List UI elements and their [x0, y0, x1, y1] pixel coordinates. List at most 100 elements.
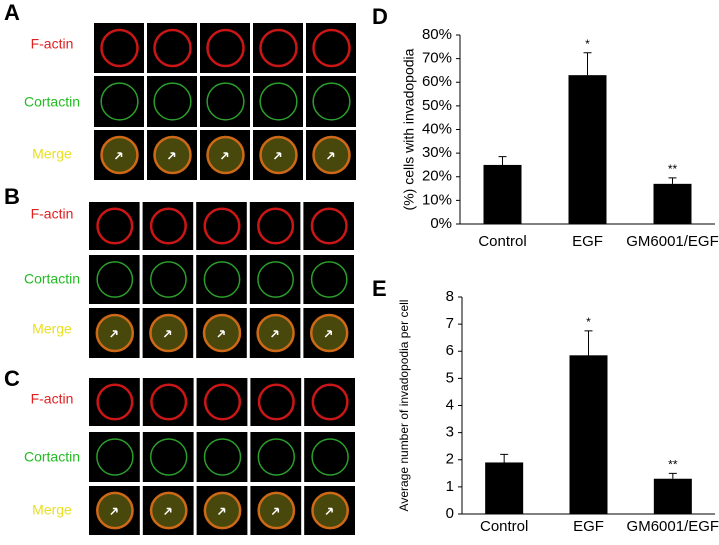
y-tick-label: 4: [446, 396, 454, 413]
cell-ring: [206, 135, 245, 175]
cell-ring: [309, 313, 349, 353]
y-tick-label: 20%: [422, 168, 452, 185]
bar: [653, 183, 692, 224]
panel-letter: E: [372, 276, 387, 301]
x-tick-label: Control: [480, 518, 528, 535]
cell-ring: [100, 82, 139, 121]
y-tick-label: 10%: [422, 191, 452, 208]
y-tick-label: 80%: [422, 26, 452, 43]
micrograph: [94, 76, 144, 127]
cell-ring: [311, 438, 349, 476]
panel-letter: C: [4, 366, 20, 391]
bar: [653, 478, 692, 514]
cell-ring: [153, 135, 192, 175]
micrograph: [147, 76, 197, 127]
cell-ring: [202, 313, 242, 353]
micrograph: [253, 76, 303, 127]
y-tick-label: 8: [446, 288, 454, 305]
significance: *: [585, 37, 590, 51]
y-tick-label: 70%: [422, 50, 452, 67]
cell-ring: [149, 207, 187, 245]
arrow: [325, 507, 333, 516]
cell-ring: [312, 82, 351, 121]
cell-ring: [206, 82, 245, 121]
micrograph: [306, 76, 356, 127]
cell-ring: [96, 383, 134, 421]
y-tick-label: 7: [446, 315, 454, 332]
cell-ring: [259, 82, 298, 121]
y-tick-label: 2: [446, 451, 454, 468]
cell-ring: [259, 28, 298, 68]
cell-ring: [203, 261, 241, 298]
row-label: Merge: [32, 502, 72, 518]
cell-ring: [100, 28, 139, 68]
arrow: [326, 152, 335, 160]
cell-ring: [259, 135, 298, 175]
cell-ring: [312, 28, 351, 68]
cell-ring: [312, 135, 351, 175]
row-label: Cortactin: [24, 271, 80, 287]
cell-ring: [149, 438, 188, 476]
cell-ring: [150, 383, 188, 421]
x-tick-label: GM6001/EGF: [626, 233, 719, 250]
panel-letter: B: [4, 184, 20, 209]
micrograph: [200, 76, 250, 127]
y-tick-label: 1: [446, 478, 454, 495]
cell-ring: [311, 383, 349, 421]
cell-ring: [203, 438, 242, 476]
cell-ring: [257, 438, 296, 476]
cell-ring: [203, 207, 241, 245]
row-label: F-actin: [31, 391, 74, 407]
cell-ring: [310, 207, 348, 245]
error-bar: [584, 330, 593, 356]
y-axis-label: (%) cells with invadopodia: [401, 48, 417, 210]
y-tick-label: 0: [446, 505, 454, 522]
cell-ring: [203, 491, 242, 530]
row-label: Merge: [32, 321, 72, 337]
bar: [485, 462, 524, 514]
cell-ring: [96, 438, 134, 476]
y-axis-label: Average number of invadopodia per cell: [397, 300, 411, 512]
arrow: [110, 507, 118, 516]
y-tick-label: 5: [446, 369, 454, 386]
cell-ring: [96, 261, 134, 298]
error-bar: [668, 177, 677, 184]
arrow: [217, 330, 225, 338]
cell-ring: [149, 491, 188, 530]
bar: [568, 75, 607, 224]
y-tick-label: 6: [446, 342, 454, 359]
row-label: Merge: [32, 146, 72, 162]
cell-ring: [311, 491, 349, 530]
panel-letter: D: [372, 4, 388, 29]
row-label: Cortactin: [24, 449, 80, 465]
arrow: [271, 330, 279, 338]
cell-ring: [257, 491, 296, 530]
cell-ring: [96, 491, 134, 530]
cell-ring: [257, 261, 294, 298]
x-tick-label: EGF: [573, 518, 604, 535]
panel-letter: A: [4, 0, 20, 25]
cell-ring: [257, 383, 295, 421]
x-tick-label: GM6001/EGF: [627, 518, 719, 535]
cell-ring: [95, 313, 135, 353]
y-tick-label: 0%: [430, 215, 452, 232]
arrow: [164, 507, 172, 516]
significance: **: [668, 162, 678, 176]
error-bar: [498, 156, 507, 165]
arrow: [271, 507, 280, 516]
x-tick-label: EGF: [572, 233, 603, 250]
arrow: [110, 330, 118, 338]
significance: *: [586, 315, 591, 329]
arrow: [114, 152, 123, 160]
y-tick-label: 40%: [422, 120, 452, 137]
y-tick-label: 3: [446, 424, 454, 441]
cell-ring: [100, 135, 139, 175]
arrow: [324, 330, 332, 338]
arrow: [220, 152, 229, 160]
cell-ring: [310, 261, 348, 298]
bar: [483, 164, 522, 224]
error-bar: [583, 52, 592, 76]
cell-ring: [257, 207, 295, 245]
cell-ring: [256, 313, 295, 353]
